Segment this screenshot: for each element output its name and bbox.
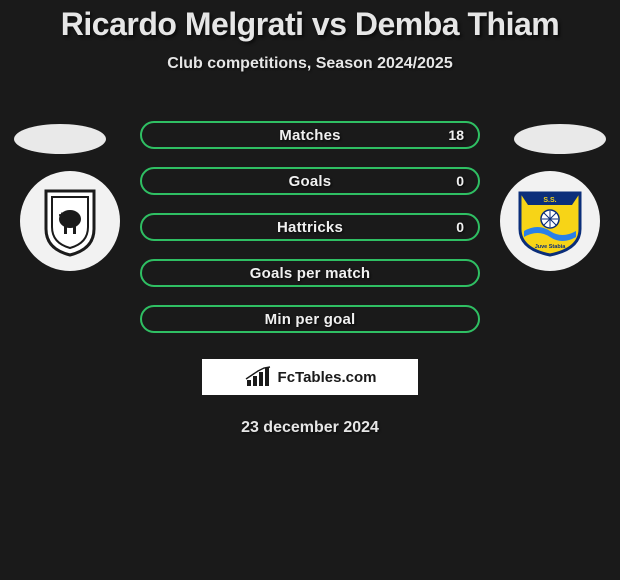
stat-label: Goals per match <box>250 265 371 282</box>
stat-label: Goals <box>289 173 332 190</box>
infographic-container: Ricardo Melgrati vs Demba Thiam Club com… <box>0 0 620 580</box>
stat-bar-matches: Matches 18 <box>140 121 480 149</box>
date-label: 23 december 2024 <box>0 419 620 437</box>
stat-right-value: 0 <box>456 219 464 235</box>
footer-label: FcTables.com <box>278 369 377 386</box>
stats-section: Matches 18 Goals 0 Hattricks 0 Goals per… <box>0 121 620 437</box>
stat-right-value: 18 <box>448 127 464 143</box>
stat-bar-goals-per-match: Goals per match <box>140 259 480 287</box>
stat-bar-hattricks: Hattricks 0 <box>140 213 480 241</box>
subtitle: Club competitions, Season 2024/2025 <box>0 55 620 73</box>
stat-bar-goals: Goals 0 <box>140 167 480 195</box>
stat-right-value: 0 <box>456 173 464 189</box>
page-title: Ricardo Melgrati vs Demba Thiam <box>0 0 620 43</box>
stat-label: Matches <box>279 127 340 144</box>
bar-chart-icon <box>244 366 274 388</box>
stat-bars: Matches 18 Goals 0 Hattricks 0 Goals per… <box>140 121 480 333</box>
stat-bar-min-per-goal: Min per goal <box>140 305 480 333</box>
stat-label: Min per goal <box>265 311 356 328</box>
stat-label: Hattricks <box>277 219 343 236</box>
footer-attribution: FcTables.com <box>202 359 418 395</box>
